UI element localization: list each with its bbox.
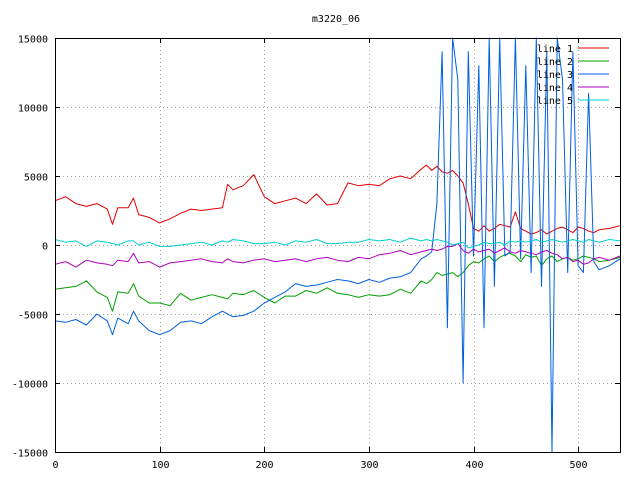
series-3-line [54, 37, 621, 453]
y-tick-label: -5000 [18, 311, 48, 322]
x-tick-label: 500 [569, 460, 587, 471]
y-tick-label: 15000 [18, 35, 48, 46]
axes: 0 100 200 300 400 500 -15000 -10000 -5000 0 5000 10… [12, 35, 620, 471]
legend-label-series-3: line 3 [537, 70, 573, 81]
x-tick-label: 200 [255, 460, 273, 471]
chart-title: m3220_06 [312, 14, 360, 25]
x-tick-label: 100 [151, 460, 169, 471]
series-4-line [54, 243, 621, 268]
series-5-line [54, 237, 621, 249]
y-tick-label: 5000 [24, 173, 48, 184]
y-tick-label: 10000 [18, 104, 48, 115]
y-tick-label: 0 [42, 242, 48, 253]
x-tick-label: 400 [465, 460, 483, 471]
x-tick-label: 300 [360, 460, 378, 471]
grid [55, 38, 620, 452]
legend: line 1 line 2 line 3 line 4 line 5 [537, 44, 609, 107]
legend-label-series-5: line 5 [537, 96, 573, 107]
series-layer [54, 37, 621, 453]
y-tick-label: -10000 [12, 380, 48, 391]
series-1-line [54, 164, 621, 235]
legend-label-series-4: line 4 [537, 83, 573, 94]
y-tick-label: -15000 [12, 449, 48, 460]
legend-label-series-2: line 2 [537, 57, 573, 68]
x-tick-label: 0 [52, 460, 58, 471]
legend-label-series-1: line 1 [537, 44, 573, 55]
series-2-line [54, 252, 621, 312]
